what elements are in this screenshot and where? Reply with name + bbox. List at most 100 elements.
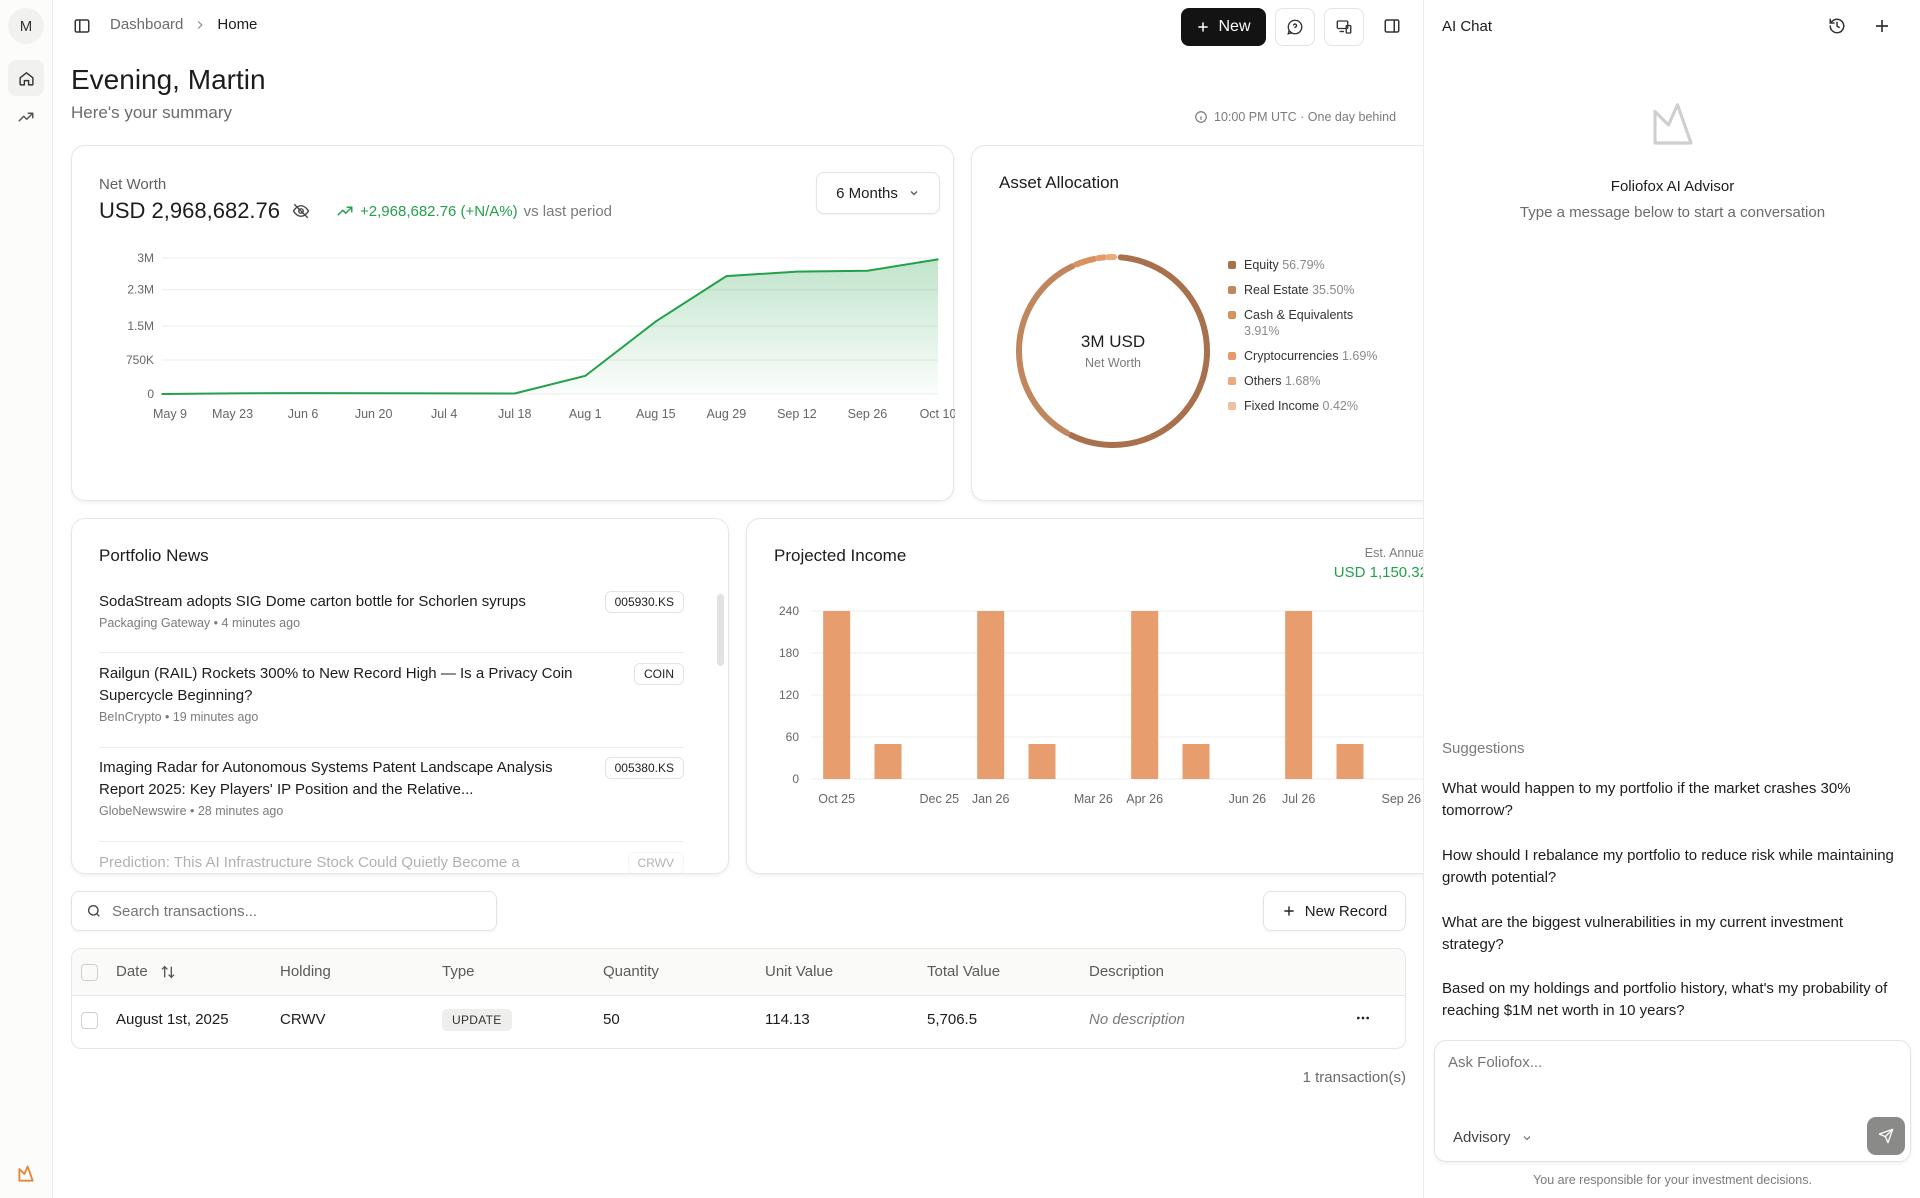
- news-item[interactable]: Railgun (RAIL) Rockets 300% to New Recor…: [99, 663, 684, 748]
- donut-center-value: 3M USD: [1080, 332, 1146, 351]
- trending-icon: [18, 112, 34, 122]
- cell-type: UPDATE: [442, 995, 603, 1044]
- projected-income-chart: 0 60 120 180 240 Oct 25 Dec 25 Jan 26 Mar 26 Apr …: [779, 604, 1427, 806]
- sync-status: 10:00 PM UTC · One day behind: [1194, 110, 1396, 124]
- home-nav-button[interactable]: [8, 60, 44, 96]
- news-item-title: Imaging Radar for Autonomous Systems Pat…: [99, 759, 553, 798]
- allocation-slice: [1095, 254, 1108, 262]
- news-item[interactable]: SodaStream adopts SIG Dome carton bottle…: [99, 591, 684, 653]
- chat-disclaimer: You are responsible for your investment …: [1533, 1173, 1812, 1187]
- transactions-table: Date Holding Type Quantity Unit Value To…: [71, 948, 1406, 1049]
- table-row[interactable]: August 1st, 2025 CRWV UPDATE 50 114.13 5…: [72, 995, 1405, 1044]
- income-bar: [823, 611, 851, 779]
- news-item[interactable]: Imaging Radar for Autonomous Systems Pat…: [99, 757, 684, 842]
- column-holding: Holding: [280, 963, 331, 981]
- x-tick-label: Mar 26: [1074, 792, 1113, 806]
- help-button[interactable]: [1275, 8, 1315, 46]
- legend-item: Cryptocurrencies 1.69%: [1228, 348, 1388, 364]
- legend-text: Equity 56.79%: [1244, 257, 1325, 273]
- cell-description: No description: [1089, 1011, 1185, 1029]
- left-rail: M: [0, 0, 53, 1198]
- y-tick-label: 2.3M: [127, 283, 154, 297]
- data-point: [443, 392, 445, 395]
- mode-select[interactable]: Advisory: [1453, 1129, 1533, 1146]
- devices-button[interactable]: [1324, 8, 1364, 46]
- history-icon[interactable]: [1828, 17, 1846, 39]
- cell-unit-value: 114.13: [765, 1011, 810, 1029]
- x-tick-label: Jul 4: [431, 407, 457, 421]
- legend-name: Cash & Equivalents: [1244, 308, 1354, 322]
- suggestion-item[interactable]: How should I rebalance my portfolio to r…: [1442, 847, 1894, 886]
- allocation-slice: [1073, 255, 1098, 268]
- new-button[interactable]: New: [1181, 8, 1266, 46]
- x-tick-label: Jun 20: [355, 407, 393, 421]
- trends-nav-button[interactable]: [8, 99, 44, 135]
- legend-item: Others 1.68%: [1228, 373, 1388, 389]
- row-actions[interactable]: [1355, 995, 1405, 1044]
- new-chat-icon[interactable]: [1873, 17, 1891, 39]
- page-subtitle: Here's your summary: [71, 103, 233, 122]
- income-bar: [1131, 611, 1159, 779]
- suggestions-label: Suggestions: [1442, 740, 1525, 757]
- breadcrumb-home: Home: [217, 16, 258, 33]
- legend-swatch: [1228, 402, 1236, 410]
- new-record-button[interactable]: New Record: [1263, 891, 1406, 931]
- legend-swatch: [1228, 352, 1236, 360]
- main-content: Dashboard Home New Evening, Martin Here'…: [53, 0, 1456, 1198]
- suggestion-item[interactable]: Based on my holdings and portfolio histo…: [1442, 980, 1888, 1019]
- avatar[interactable]: M: [8, 8, 44, 44]
- news-scrollbar[interactable]: [717, 594, 724, 666]
- income-bar: [874, 744, 902, 779]
- data-point: [937, 258, 939, 261]
- mode-select-value: Advisory: [1453, 1129, 1511, 1146]
- net-worth-change: +2,968,682.76 (+N/A%): [360, 202, 518, 220]
- sort-icon[interactable]: [160, 964, 176, 980]
- data-point: [372, 392, 375, 395]
- net-worth-value: USD 2,968,682.76: [99, 198, 281, 223]
- send-button[interactable]: [1867, 1117, 1905, 1155]
- x-tick-label: May 23: [212, 407, 253, 421]
- allocation-slice: [1067, 254, 1210, 448]
- select-all-checkbox[interactable]: [81, 963, 98, 981]
- legend-name: Fixed Income: [1244, 399, 1320, 413]
- legend-name: Cryptocurrencies: [1244, 349, 1339, 363]
- data-point: [231, 392, 234, 395]
- chat-input[interactable]: [1448, 1054, 1888, 1104]
- breadcrumb-dashboard[interactable]: Dashboard: [110, 16, 184, 33]
- y-tick-label: 3M: [137, 251, 154, 265]
- suggestion-item[interactable]: What would happen to my portfolio if the…: [1442, 780, 1851, 819]
- sidebar-toggle-icon[interactable]: [73, 17, 91, 39]
- news-ticker[interactable]: 005380.KS: [604, 757, 684, 779]
- estimated-annual-value: USD 1,150.32: [1333, 564, 1428, 581]
- x-tick-label: May 9: [153, 407, 187, 421]
- news-item[interactable]: Prediction: This AI Infrastructure Stock…: [99, 852, 684, 873]
- x-tick-label: Oct 25: [818, 792, 855, 806]
- news-ticker[interactable]: 005930.KS: [604, 591, 684, 613]
- search-transactions[interactable]: [71, 891, 497, 931]
- chevron-down-icon: [910, 191, 918, 196]
- x-tick-label: Apr 26: [1126, 792, 1163, 806]
- row-checkbox[interactable]: [81, 1011, 98, 1029]
- period-select[interactable]: 6 Months: [816, 172, 940, 214]
- legend-swatch: [1228, 261, 1236, 269]
- search-input[interactable]: [112, 902, 472, 920]
- legend-text: Real Estate 35.50%: [1244, 282, 1355, 298]
- hide-value-icon[interactable]: [292, 202, 310, 220]
- suggestion-item[interactable]: What are the biggest vulnerabilities in …: [1442, 914, 1844, 953]
- news-ticker[interactable]: CRWV: [627, 852, 684, 873]
- column-date[interactable]: Date: [116, 949, 280, 995]
- type-badge: UPDATE: [442, 1009, 512, 1032]
- panel-toggle-icon[interactable]: [1383, 17, 1401, 39]
- advisor-hint: Type a message below to start a conversa…: [1519, 204, 1826, 221]
- foliofox-logo-icon[interactable]: [16, 1164, 36, 1188]
- estimated-annual-label: Est. Annual: [1364, 546, 1428, 560]
- news-ticker[interactable]: COIN: [634, 663, 684, 685]
- data-point: [513, 392, 516, 395]
- legend-text: Cryptocurrencies 1.69%: [1244, 348, 1377, 364]
- y-tick-label: 180: [779, 646, 799, 660]
- data-point: [796, 270, 798, 273]
- legend-name: Others: [1244, 374, 1282, 388]
- column-total-value: Total Value: [927, 963, 1001, 981]
- column-unit-value: Unit Value: [765, 963, 834, 981]
- more-horizontal-icon[interactable]: [1355, 1010, 1371, 1026]
